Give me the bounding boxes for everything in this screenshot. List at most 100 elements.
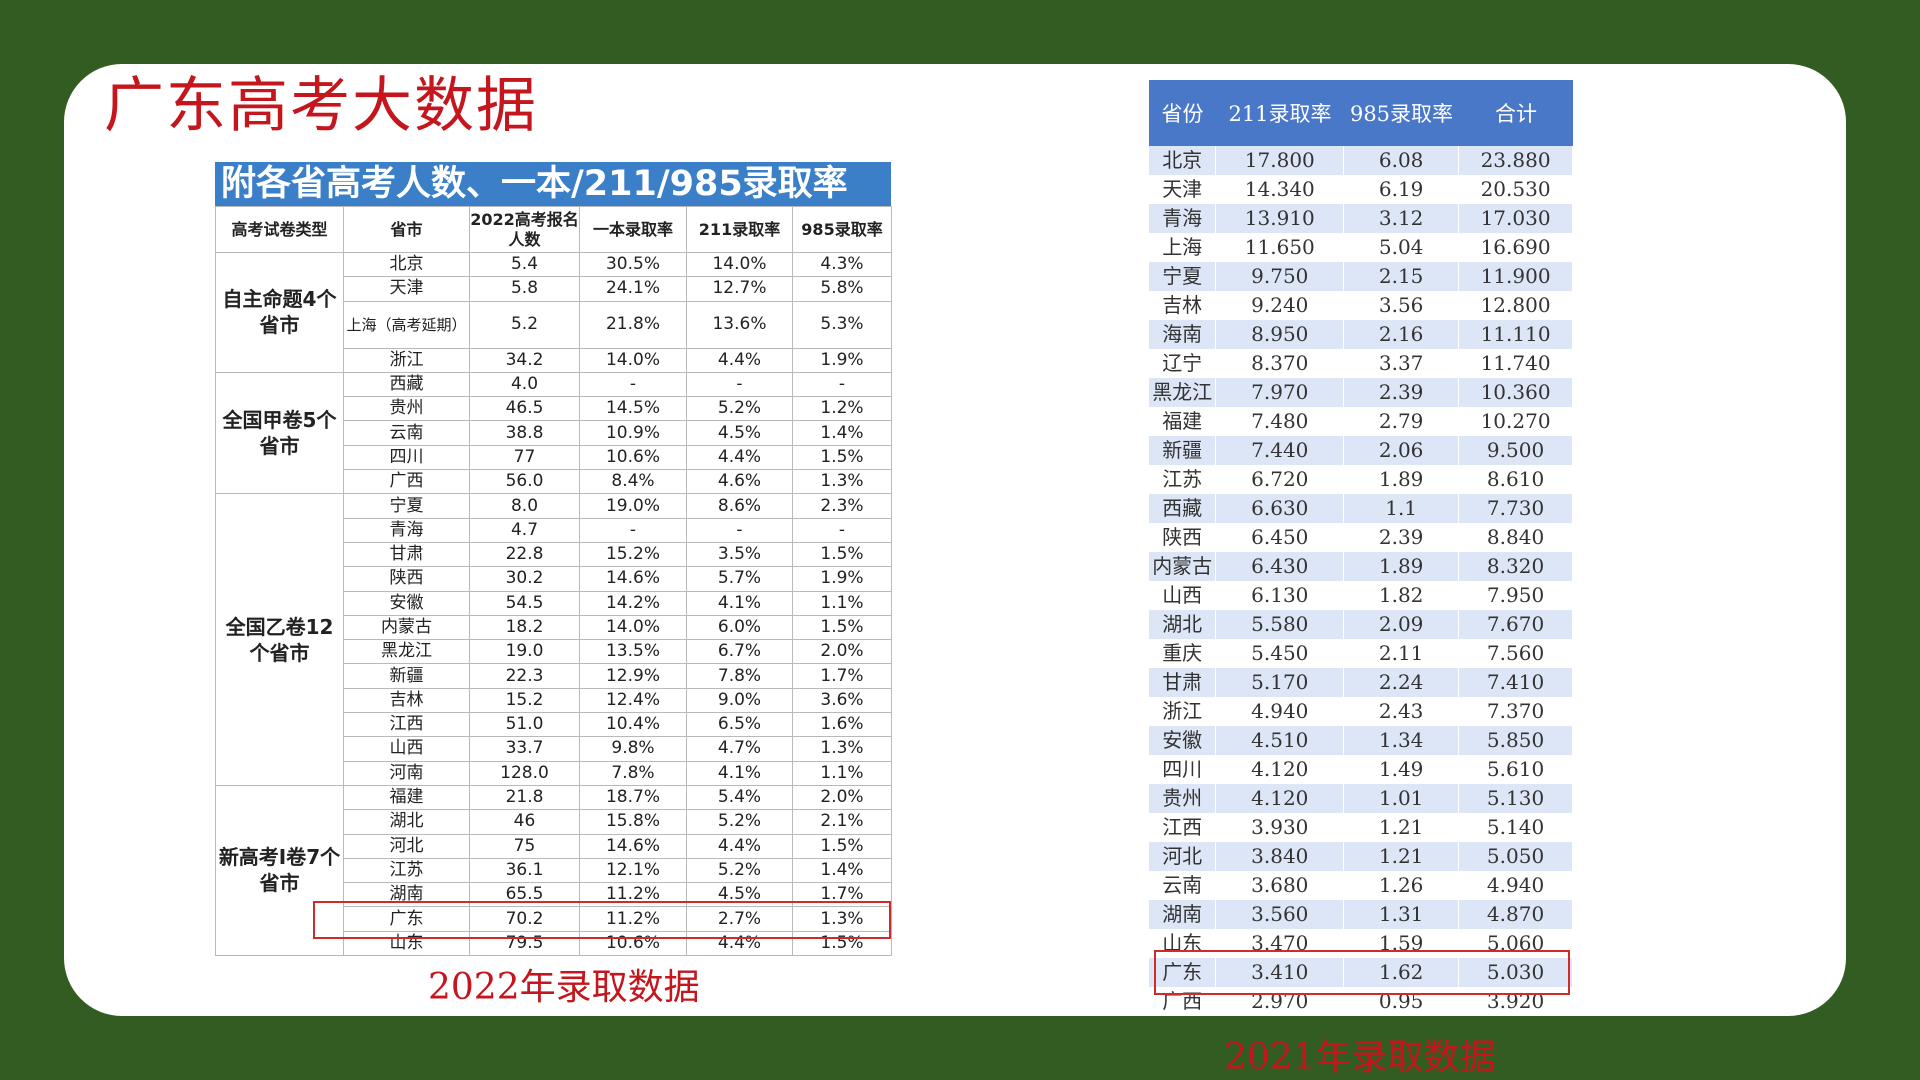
- table-cell: 云南: [343, 420, 470, 446]
- table-row: 青海 4.7- - -: [216, 517, 892, 543]
- table-cell: 5.2%: [686, 396, 793, 422]
- table-row: 上海（高考延期） 5.2 21.8% 13.6% 5.3%: [216, 300, 892, 349]
- table-cell: 10.270: [1459, 407, 1574, 436]
- table-cell: 1.5%: [792, 541, 892, 568]
- table-cell: 20.530: [1459, 175, 1574, 204]
- table-cell: 10.360: [1459, 378, 1574, 407]
- table-cell: 8.950: [1216, 320, 1345, 349]
- table-cell: 17.030: [1459, 204, 1574, 233]
- table-cell: 贵州: [1149, 784, 1217, 813]
- table-row: 湖南 3.560 1.31 4.870: [1149, 900, 1574, 929]
- table-cell: 云南: [1149, 871, 1217, 900]
- table-cell: 江苏: [343, 857, 470, 884]
- table-row: 山西 33.7 9.8% 4.7% 1.3%: [216, 736, 892, 762]
- table-cell: 7.480: [1216, 407, 1345, 436]
- table-cell: 22.8: [469, 541, 580, 568]
- table-cell: 西藏: [1149, 494, 1217, 523]
- table-cell: 14.0%: [579, 347, 687, 373]
- table-cell: 7.560: [1459, 639, 1574, 668]
- table-row: 广东 70.2 11.2% 2.7% 1.3%: [216, 906, 892, 932]
- table-cell: 2.1%: [792, 809, 892, 835]
- table-cell: 15.2%: [579, 541, 687, 568]
- table-cell: 10.9%: [579, 420, 687, 446]
- table-cell: 13.910: [1216, 204, 1345, 233]
- table-cell: 51.0: [469, 712, 580, 738]
- right-admission-table: 北京 17.800 6.08 23.880 天津 14.340 6.19 20.530 青海 13…: [1149, 146, 1574, 1016]
- table-row: 全国乙卷12个省市 宁夏 8.0 19.0% 8.6% 2.3%: [215, 493, 892, 786]
- table-cell: 4.120: [1216, 784, 1345, 813]
- table-cell: -: [579, 517, 687, 543]
- table-cell: 7.670: [1459, 610, 1574, 639]
- table-cell: 湖北: [343, 809, 470, 835]
- table-cell: 四川: [343, 444, 470, 471]
- exam-type-group: 全国甲卷5个省市: [215, 371, 344, 495]
- table-cell: 1.62: [1344, 958, 1460, 987]
- right-table-panel: 省份 211录取率 985录取率 合计 北京 17.800 6.08 23.880 天津 14.…: [1149, 80, 1574, 1016]
- table-cell: 山西: [343, 736, 470, 762]
- table-cell: 2.3%: [792, 493, 892, 519]
- table-row: 自主命题4个省市 北京 5.4 30.5% 14.0% 4.3%: [215, 251, 892, 373]
- table-cell: 30.5%: [579, 251, 687, 278]
- table-cell: 2.09: [1344, 610, 1460, 639]
- table-cell: 5.450: [1216, 639, 1345, 668]
- table-cell: 12.4%: [579, 687, 687, 714]
- guangdong-highlight-2022: [313, 901, 891, 939]
- table-row: 天津 14.340 6.19 20.530: [1149, 175, 1574, 204]
- table-cell: 6.130: [1216, 581, 1345, 610]
- table-cell: 1.9%: [792, 566, 892, 592]
- table-cell: 11.740: [1459, 349, 1574, 378]
- table-cell: 1.34: [1344, 726, 1460, 755]
- table-cell: 3.6%: [792, 687, 892, 714]
- table-cell: 23.880: [1459, 146, 1574, 175]
- table-cell: 广东: [1149, 958, 1217, 987]
- table-row: 吉林 15.2 12.4% 9.0% 3.6%: [216, 687, 892, 714]
- table-cell: 4.5%: [686, 420, 793, 446]
- table-cell: 5.580: [1216, 610, 1345, 639]
- table-cell: 2.0%: [792, 639, 892, 665]
- table-cell: 新疆: [1149, 436, 1217, 465]
- table-row: 重庆 5.450 2.11 7.560: [1149, 639, 1574, 668]
- table-cell: 5.7%: [686, 566, 793, 592]
- table-cell: 广西: [343, 469, 470, 495]
- table-cell: 1.31: [1344, 900, 1460, 929]
- table-cell: 1.9%: [792, 347, 892, 373]
- table-cell: -: [792, 517, 892, 543]
- table-row: 甘肃 5.170 2.24 7.410: [1149, 668, 1574, 697]
- table-cell: 8.370: [1216, 349, 1345, 378]
- table-cell: 西藏: [343, 371, 470, 398]
- table-row: 浙江 4.940 2.43 7.370: [1149, 697, 1574, 726]
- table-row: 内蒙古 6.430 1.89 8.320: [1149, 552, 1574, 581]
- table-cell: 4.7: [469, 517, 580, 543]
- table-row: 山西 6.130 1.82 7.950: [1149, 581, 1574, 610]
- table-cell: 湖北: [1149, 610, 1217, 639]
- table-row: 云南 38.8 10.9% 4.5% 1.4%: [216, 420, 892, 446]
- table-row: 内蒙古 18.2 14.0% 6.0% 1.5%: [216, 614, 892, 641]
- table-cell: 5.140: [1459, 813, 1574, 842]
- right-table-column-header: 985录取率: [1349, 102, 1454, 126]
- table-cell: 10.6%: [579, 444, 687, 471]
- table-cell: 上海: [1149, 233, 1217, 262]
- table-cell: 77: [469, 444, 580, 471]
- table-cell: 22.3: [469, 663, 580, 689]
- table-cell: 13.6%: [686, 300, 793, 349]
- table-cell: 11.900: [1459, 262, 1574, 291]
- table-cell: 6.19: [1344, 175, 1460, 204]
- slide-title: 广东高考大数据: [104, 71, 538, 141]
- table-cell: 9.0%: [686, 687, 793, 714]
- table-row: 北京 17.800 6.08 23.880: [1149, 146, 1574, 175]
- table-cell: 7.410: [1459, 668, 1574, 697]
- left-table-header: 附各省高考人数、一本/211/985录取率: [215, 162, 891, 206]
- table-cell: 2.15: [1344, 262, 1460, 291]
- table-cell: 2.11: [1344, 639, 1460, 668]
- table-cell: 3.5%: [686, 541, 793, 568]
- left-table-column-header: 省市: [343, 206, 470, 253]
- table-row: 上海 11.650 5.04 16.690: [1149, 233, 1574, 262]
- table-cell: 3.12: [1344, 204, 1460, 233]
- table-cell: 7.440: [1216, 436, 1345, 465]
- table-cell: 10.4%: [579, 712, 687, 738]
- table-cell: 16.690: [1459, 233, 1574, 262]
- table-cell: 吉林: [343, 687, 470, 714]
- table-row: 广西 2.970 0.95 3.920: [1149, 987, 1574, 1016]
- table-cell: 4.0: [469, 371, 580, 398]
- table-cell: 9.240: [1216, 291, 1345, 320]
